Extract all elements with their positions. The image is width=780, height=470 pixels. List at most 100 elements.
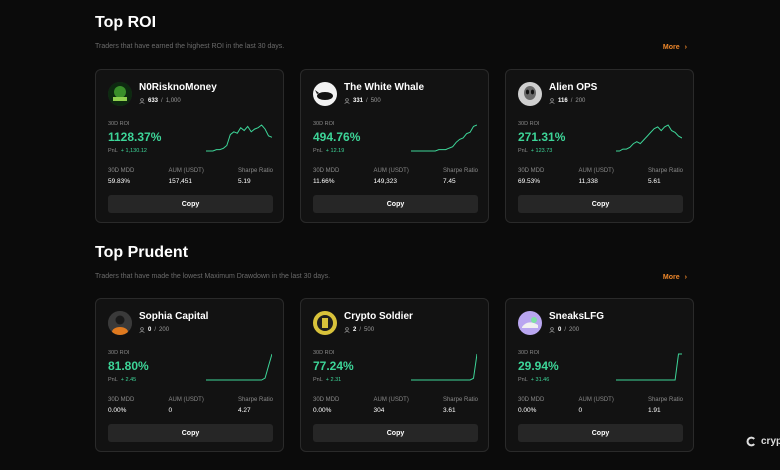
roi-sparkline — [616, 353, 682, 381]
pnl: PnL + 2.31 — [313, 377, 341, 383]
pnl-label: PnL — [108, 377, 118, 383]
follower-current: 0 — [148, 327, 152, 333]
stat-value: 11,338 — [578, 178, 598, 185]
pnl-value: + 12.19 — [325, 148, 345, 154]
trader-name[interactable]: Alien OPS — [549, 82, 598, 93]
trader-name[interactable]: Sophia Capital — [139, 311, 209, 322]
stat-value: 157,451 — [168, 178, 192, 185]
copy-button[interactable]: Copy — [518, 424, 683, 442]
copy-button[interactable]: Copy — [313, 424, 478, 442]
stat-value: 149,323 — [373, 178, 397, 185]
stat-label: AUM (USDT) — [578, 397, 614, 403]
sparkline-path — [206, 124, 272, 152]
stat-aum: AUM (USDT) 149,323 — [373, 168, 408, 185]
stat-mdd: 30D MDD 11.66% — [313, 168, 339, 185]
stat-value: 5.61 — [647, 178, 661, 185]
trader-name[interactable]: Crypto Soldier — [344, 311, 413, 322]
pnl-label: PnL — [518, 148, 528, 154]
pnl-label: PnL — [313, 148, 323, 154]
follower-separator: / — [359, 327, 362, 333]
stat-label: 30D MDD — [518, 397, 545, 403]
copy-button[interactable]: Copy — [108, 424, 273, 442]
trader-card-list: Sophia Capital 0/200 30D ROI 81.80% PnL + 2.4… — [95, 298, 694, 452]
roi-label: 30D ROI — [108, 350, 130, 356]
copy-button[interactable]: Copy — [108, 195, 273, 213]
follower-max: 500 — [364, 327, 375, 333]
stat-value: 69.53% — [518, 178, 541, 185]
pnl: PnL + 31.46 — [518, 377, 549, 383]
pnl-value: + 2.31 — [325, 377, 342, 383]
sparkline-path — [616, 353, 682, 381]
trader-card[interactable]: Crypto Soldier 2/500 30D ROI 77.24% PnL + 2.3… — [300, 298, 489, 452]
follower-separator: / — [570, 98, 573, 104]
soldier-avatar — [313, 311, 337, 335]
stat-mdd: 30D MDD 0.00% — [313, 397, 339, 414]
more-link[interactable]: More › — [663, 274, 687, 281]
pnl-value: + 31.46 — [530, 377, 550, 383]
copy-button[interactable]: Copy — [518, 195, 683, 213]
follower-separator: / — [161, 98, 163, 104]
pnl-label: PnL — [108, 148, 118, 154]
trader-card-list: N0RisknoMoney 633/1,000 30D ROI 1128.37% PnL… — [95, 69, 694, 223]
stats-row: 30D MDD 0.00% AUM (USDT) 0 Sharpe Ratio 4.27 — [108, 397, 273, 414]
follower-count: 0/200 — [139, 327, 169, 333]
follower-max: 1,000 — [165, 98, 181, 104]
trader-card[interactable]: N0RisknoMoney 633/1,000 30D ROI 1128.37% PnL… — [95, 69, 284, 223]
follower-current: 331 — [353, 98, 364, 104]
stat-sharpe: Sharpe Ratio 1.91 — [648, 397, 683, 414]
trader-card[interactable]: Alien OPS 116/200 30D ROI 271.31% PnL + 123.7… — [505, 69, 694, 223]
section-subtitle: Traders that have made the lowest Maximu… — [95, 273, 331, 280]
user-icon — [139, 327, 145, 333]
roi-label: 30D ROI — [518, 350, 540, 356]
stat-value: 304 — [373, 407, 385, 414]
stat-sharpe: Sharpe Ratio 4.27 — [238, 397, 273, 414]
trader-name[interactable]: The White Whale — [344, 82, 424, 93]
stat-value: 11.66% — [313, 178, 335, 185]
watermark: cryp — [746, 436, 780, 447]
stat-label: AUM (USDT) — [373, 168, 409, 174]
follower-max: 200 — [575, 98, 586, 104]
pnl-label: PnL — [313, 377, 323, 383]
sparkline-path — [411, 124, 477, 152]
trader-name[interactable]: N0RisknoMoney — [139, 82, 217, 93]
stat-label: 30D MDD — [518, 168, 545, 174]
user-icon — [549, 98, 555, 104]
stat-label: Sharpe Ratio — [647, 168, 683, 174]
trader-card[interactable]: The White Whale 331/500 30D ROI 494.76% PnL +… — [300, 69, 489, 223]
pnl: PnL + 1,130.12 — [108, 148, 147, 154]
copy-button[interactable]: Copy — [313, 195, 478, 213]
trader-card[interactable]: SneaksLFG 0/200 30D ROI 29.94% PnL + 31.46 30D… — [505, 298, 694, 452]
stat-aum: AUM (USDT) 304 — [373, 397, 408, 414]
stat-value: 0.00% — [518, 407, 537, 414]
user-icon — [344, 327, 350, 333]
more-link[interactable]: More › — [663, 44, 687, 51]
stats-row: 30D MDD 59.83% AUM (USDT) 157,451 Sharpe Rat… — [108, 168, 273, 185]
stat-value: 0 — [578, 407, 583, 414]
stat-label: AUM (USDT) — [578, 168, 614, 174]
follower-separator: / — [366, 98, 368, 104]
stat-label: 30D MDD — [108, 168, 135, 174]
trader-name[interactable]: SneaksLFG — [549, 311, 605, 322]
stat-mdd: 30D MDD 0.00% — [108, 397, 134, 414]
section-top-prudent: Top Prudent Traders that have made the l… — [95, 244, 694, 459]
stat-value: 5.19 — [237, 178, 251, 185]
watermark-text: cryp — [761, 436, 780, 447]
trader-card[interactable]: Sophia Capital 0/200 30D ROI 81.80% PnL + 2.4… — [95, 298, 284, 452]
stat-value: 59.83% — [108, 178, 131, 185]
stat-value: 7.45 — [442, 178, 456, 185]
stat-mdd: 30D MDD 69.53% — [518, 168, 544, 185]
sparkline-path — [616, 124, 682, 152]
green-emblem-avatar — [108, 82, 132, 106]
stat-sharpe: Sharpe Ratio 3.61 — [443, 397, 478, 414]
brand-logo-icon — [746, 436, 755, 447]
roi-label: 30D ROI — [108, 121, 130, 127]
follower-separator: / — [154, 327, 157, 333]
stats-row: 30D MDD 0.00% AUM (USDT) 0 Sharpe Ratio 1.91 — [518, 397, 683, 414]
roi-label: 30D ROI — [518, 121, 540, 127]
stat-mdd: 30D MDD 59.83% — [108, 168, 134, 185]
roi-value: 77.24% — [313, 359, 354, 373]
stat-aum: AUM (USDT) 0 — [578, 397, 613, 414]
stat-sharpe: Sharpe Ratio 5.19 — [238, 168, 273, 185]
stat-label: Sharpe Ratio — [442, 168, 478, 174]
follower-current: 2 — [353, 327, 357, 333]
